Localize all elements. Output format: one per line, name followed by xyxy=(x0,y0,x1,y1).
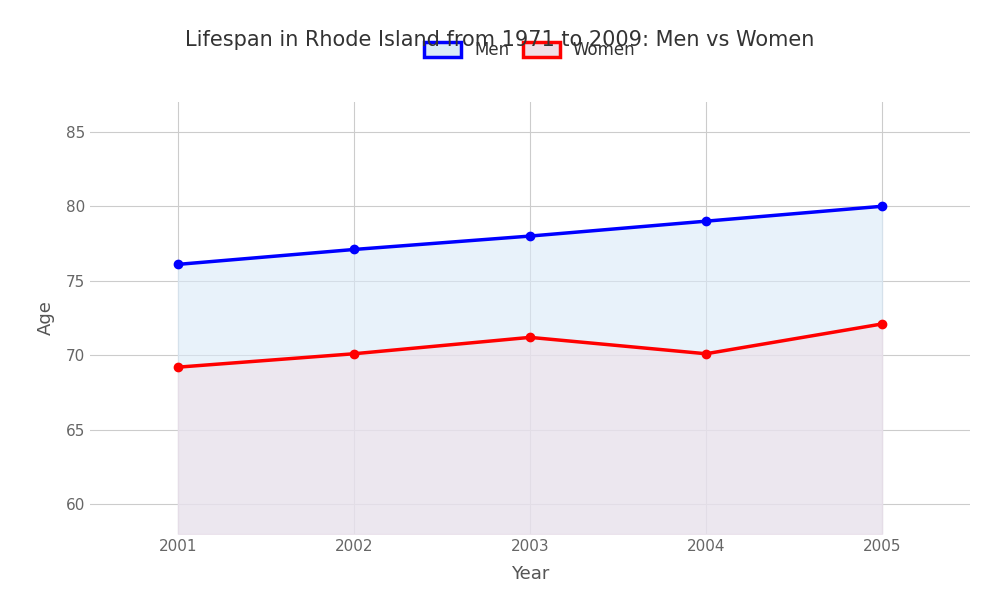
Y-axis label: Age: Age xyxy=(37,301,55,335)
Legend: Men, Women: Men, Women xyxy=(416,32,644,67)
Text: Lifespan in Rhode Island from 1971 to 2009: Men vs Women: Lifespan in Rhode Island from 1971 to 20… xyxy=(185,30,815,50)
X-axis label: Year: Year xyxy=(511,565,549,583)
